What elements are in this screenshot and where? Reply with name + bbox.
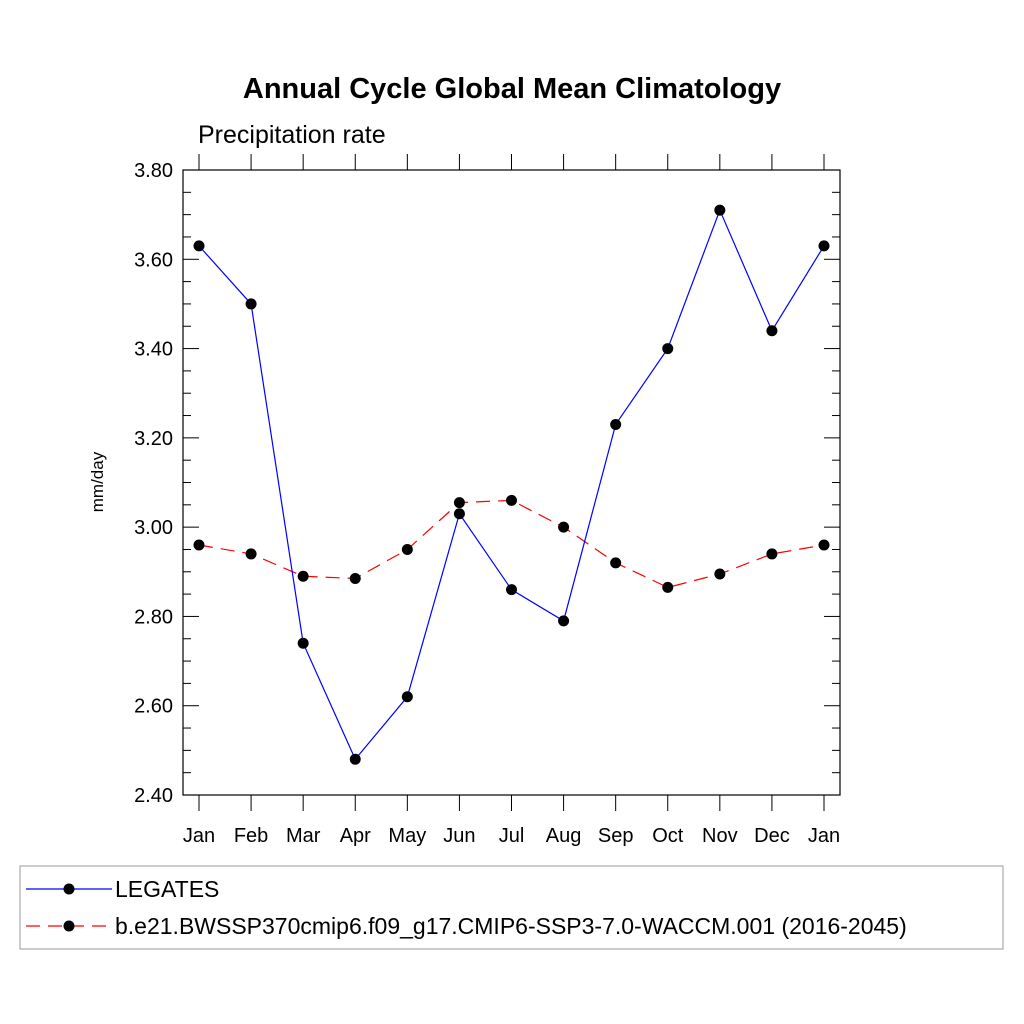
- x-tick-label: Nov: [702, 825, 738, 847]
- series-line-legates: [198, 208, 825, 761]
- data-point-legates: [193, 240, 205, 252]
- x-tick-label: Mar: [286, 825, 321, 847]
- data-point-legates: [818, 240, 830, 252]
- plot-frame: [182, 169, 841, 796]
- x-tick-label: Jan: [808, 825, 840, 847]
- legend-marker-legates: [63, 883, 75, 895]
- data-point-legates: [662, 343, 674, 355]
- y-tick-label: 3.20: [134, 428, 173, 450]
- data-point-model: [766, 548, 778, 560]
- data-point-legates: [766, 325, 778, 337]
- x-tick-label: Jan: [183, 825, 215, 847]
- data-point-legates: [610, 418, 622, 430]
- y-tick-label: 2.40: [134, 785, 173, 807]
- data-point-model: [297, 570, 309, 582]
- data-point-model: [714, 568, 726, 580]
- legend-label-legates: LEGATES: [115, 876, 219, 902]
- y-tick-label: 3.80: [134, 160, 173, 182]
- data-point-model: [610, 557, 622, 569]
- legend: LEGATES b.e21.BWSSP370cmip6.f09_g17.CMIP…: [26, 876, 907, 939]
- x-tick-label: May: [388, 825, 426, 847]
- y-tick-label: 3.00: [134, 517, 173, 539]
- data-point-legates: [297, 637, 309, 649]
- y-tick-label: 3.60: [134, 249, 173, 271]
- x-tick-label: Feb: [234, 825, 268, 847]
- y-tick-label: 2.80: [134, 606, 173, 628]
- data-point-legates: [714, 204, 726, 216]
- y-tick-label: 2.60: [134, 696, 173, 718]
- data-point-legates: [453, 508, 465, 520]
- data-point-model: [662, 581, 674, 593]
- data-point-legates: [349, 753, 361, 765]
- y-axis-label: mm/day: [88, 451, 107, 512]
- x-tick-label: Aug: [546, 825, 582, 847]
- data-point-legates: [245, 298, 257, 310]
- plot-area: 2.40 2.60 2.80 3.00 3.20 3.40 3.60 3.80 Jan Feb Ma…: [134, 154, 841, 847]
- data-point-model: [245, 548, 257, 560]
- data-point-model: [349, 572, 361, 584]
- x-tick-label: Oct: [652, 825, 684, 847]
- data-point-model: [558, 521, 570, 533]
- data-point-model: [193, 539, 205, 551]
- data-point-legates: [401, 691, 413, 703]
- data-point-legates: [506, 584, 517, 596]
- data-point-model: [506, 494, 517, 506]
- data-point-model: [401, 543, 413, 555]
- x-tick-label: Jun: [443, 825, 475, 847]
- legend-box: [19, 865, 1004, 950]
- x-tick-label: Sep: [598, 825, 634, 847]
- data-point-model: [453, 497, 465, 509]
- y-tick-label: 3.40: [134, 339, 173, 361]
- legend-marker-model: [63, 920, 75, 932]
- data-point-model: [818, 539, 830, 551]
- chart-title: Annual Cycle Global Mean Climatology: [243, 73, 781, 105]
- x-tick-label: Jul: [499, 825, 525, 847]
- legend-label-model: b.e21.BWSSP370cmip6.f09_g17.CMIP6-SSP3-7…: [115, 913, 907, 939]
- x-tick-label: Apr: [340, 825, 371, 847]
- data-point-legates: [558, 615, 570, 627]
- x-tick-label: Dec: [754, 825, 790, 847]
- chart-subtitle: Precipitation rate: [198, 121, 386, 149]
